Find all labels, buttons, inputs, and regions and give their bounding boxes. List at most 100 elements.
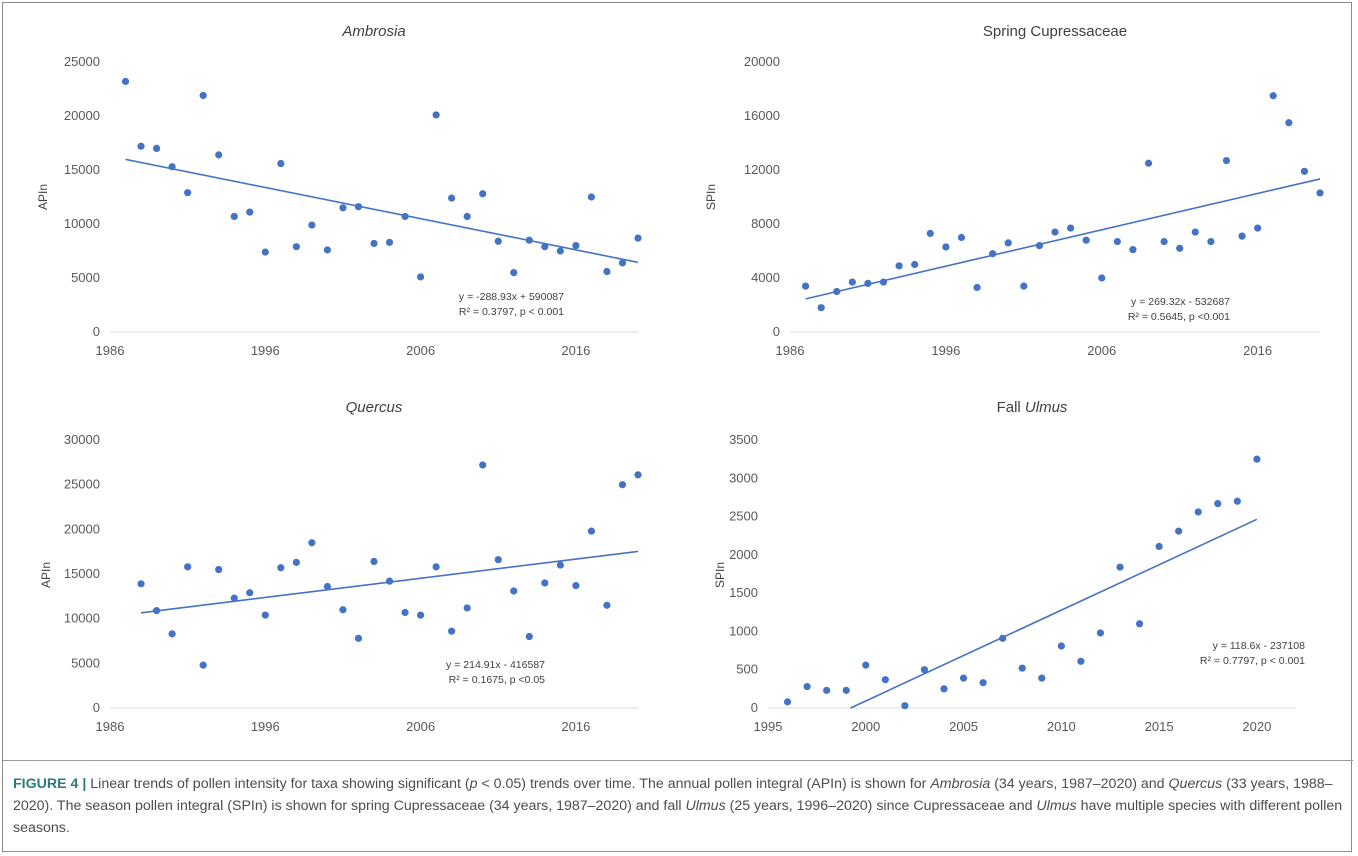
y-axis-label: SPIn xyxy=(713,562,727,588)
data-point xyxy=(572,582,580,590)
data-point xyxy=(215,151,223,159)
y-tick-label: 500 xyxy=(736,662,758,677)
data-point xyxy=(416,273,425,281)
y-tick-label: 16000 xyxy=(744,108,780,123)
data-point xyxy=(354,203,363,211)
data-point xyxy=(783,698,792,706)
data-point xyxy=(881,676,889,684)
data-point xyxy=(416,611,425,619)
data-point xyxy=(817,304,825,312)
data-point xyxy=(323,246,332,254)
data-point xyxy=(494,237,502,245)
data-point xyxy=(1098,274,1106,282)
data-point xyxy=(152,607,161,615)
data-point xyxy=(277,159,285,168)
data-point xyxy=(1316,189,1324,197)
caption-divider xyxy=(3,760,1353,761)
trendline xyxy=(805,178,1321,300)
x-tick-label: 2006 xyxy=(406,343,435,358)
y-axis-label: SPIn xyxy=(704,184,718,210)
data-point xyxy=(1285,119,1293,127)
data-point xyxy=(385,238,394,246)
data-point xyxy=(230,594,238,602)
caption-text: (25 years, 1996–2020) since Cupressaceae… xyxy=(725,798,1037,814)
caption-italic-text: p xyxy=(469,776,478,792)
data-point xyxy=(137,142,145,150)
data-point xyxy=(1018,664,1026,672)
data-point xyxy=(463,212,471,221)
data-point xyxy=(823,686,831,694)
x-tick-label: 2016 xyxy=(561,719,590,734)
y-tick-label: 2500 xyxy=(729,509,758,524)
data-point xyxy=(1035,242,1044,250)
x-tick-label: 2010 xyxy=(1047,719,1076,734)
data-point xyxy=(895,262,903,270)
data-point xyxy=(1004,239,1012,247)
data-point xyxy=(1096,629,1105,637)
data-point xyxy=(556,247,564,255)
data-point xyxy=(1254,224,1262,232)
data-point xyxy=(1175,527,1183,535)
caption-italic-text: Ulmus xyxy=(685,798,726,814)
y-tick-label: 20000 xyxy=(64,521,100,536)
data-point xyxy=(911,260,919,269)
data-point xyxy=(1207,237,1215,246)
data-point xyxy=(1238,232,1246,240)
data-point xyxy=(1194,508,1202,516)
data-point xyxy=(979,679,987,687)
x-tick-label: 1986 xyxy=(96,719,125,734)
y-tick-label: 10000 xyxy=(64,611,100,626)
data-point xyxy=(308,221,316,229)
data-point xyxy=(184,189,192,197)
y-tick-label: 25000 xyxy=(64,477,100,492)
data-point xyxy=(432,563,440,571)
y-tick-label: 20000 xyxy=(64,108,100,123)
data-point xyxy=(833,287,841,296)
x-tick-label: 1995 xyxy=(754,719,783,734)
data-point xyxy=(1155,542,1163,551)
data-point xyxy=(1144,159,1153,167)
caption-text: have multiple species with different pol… xyxy=(13,798,1343,836)
data-point xyxy=(1116,563,1124,571)
data-point xyxy=(1129,246,1137,254)
data-point xyxy=(634,471,642,479)
x-tick-label: 1996 xyxy=(251,343,280,358)
data-point xyxy=(370,239,378,248)
data-point xyxy=(541,243,549,251)
data-point xyxy=(587,527,596,535)
y-tick-label: 15000 xyxy=(64,162,100,177)
data-point xyxy=(587,193,596,201)
x-tick-label: 1986 xyxy=(776,343,805,358)
data-point xyxy=(215,565,223,574)
data-point xyxy=(1077,657,1085,665)
data-point xyxy=(510,587,518,595)
data-point xyxy=(989,250,997,258)
data-point xyxy=(168,163,176,171)
chart-title: Quercus xyxy=(346,399,403,416)
x-tick-label: 2006 xyxy=(406,719,435,734)
data-point xyxy=(1135,620,1144,628)
data-point xyxy=(432,111,440,119)
data-point xyxy=(168,630,176,638)
x-tick-label: 1986 xyxy=(96,343,125,358)
trend-stats: R² = 0.3797, p < 0.001 xyxy=(459,306,564,318)
x-tick-label: 2006 xyxy=(1087,343,1116,358)
y-tick-label: 25000 xyxy=(64,54,100,69)
x-tick-label: 2016 xyxy=(561,343,590,358)
y-tick-label: 3500 xyxy=(729,432,758,447)
trendline xyxy=(850,518,1258,709)
data-point xyxy=(603,267,611,276)
chart-4: 0 500 1000 1500 2000 2500 3000 3500 1995 2000 2005… xyxy=(713,399,1305,734)
data-point xyxy=(1253,455,1261,463)
data-point xyxy=(1269,92,1277,100)
data-point xyxy=(401,608,409,617)
chart-3: 0 5000 10000 15000 20000 25000 30000 1986 1996 20… xyxy=(39,399,642,734)
chart-1: 0 5000 10000 15000 20000 25000 1986 1996 2006 201… xyxy=(36,23,642,358)
data-point xyxy=(999,634,1007,642)
caption-italic-text: Quercus xyxy=(1168,776,1223,792)
trend-stats: R² = 0.5645, p <0.001 xyxy=(1128,311,1230,323)
y-tick-label: 0 xyxy=(93,324,100,339)
trend-equation: y = -288.93x + 590087 xyxy=(459,291,564,303)
data-point xyxy=(121,77,130,86)
trend-equation: y = 118.6x - 237108 xyxy=(1213,640,1305,652)
